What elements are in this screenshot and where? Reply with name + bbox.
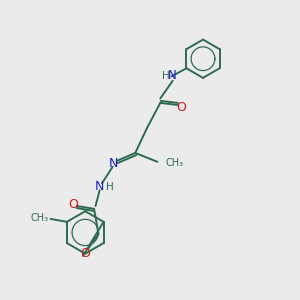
Text: O: O	[80, 247, 90, 260]
Text: H: H	[106, 182, 113, 192]
Text: N: N	[95, 180, 104, 193]
Text: CH₃: CH₃	[30, 213, 48, 223]
Text: CH₃: CH₃	[166, 158, 184, 168]
Text: N: N	[168, 69, 177, 82]
Text: O: O	[176, 101, 186, 114]
Text: H: H	[162, 70, 170, 80]
Text: N: N	[109, 157, 118, 170]
Text: O: O	[68, 198, 78, 211]
